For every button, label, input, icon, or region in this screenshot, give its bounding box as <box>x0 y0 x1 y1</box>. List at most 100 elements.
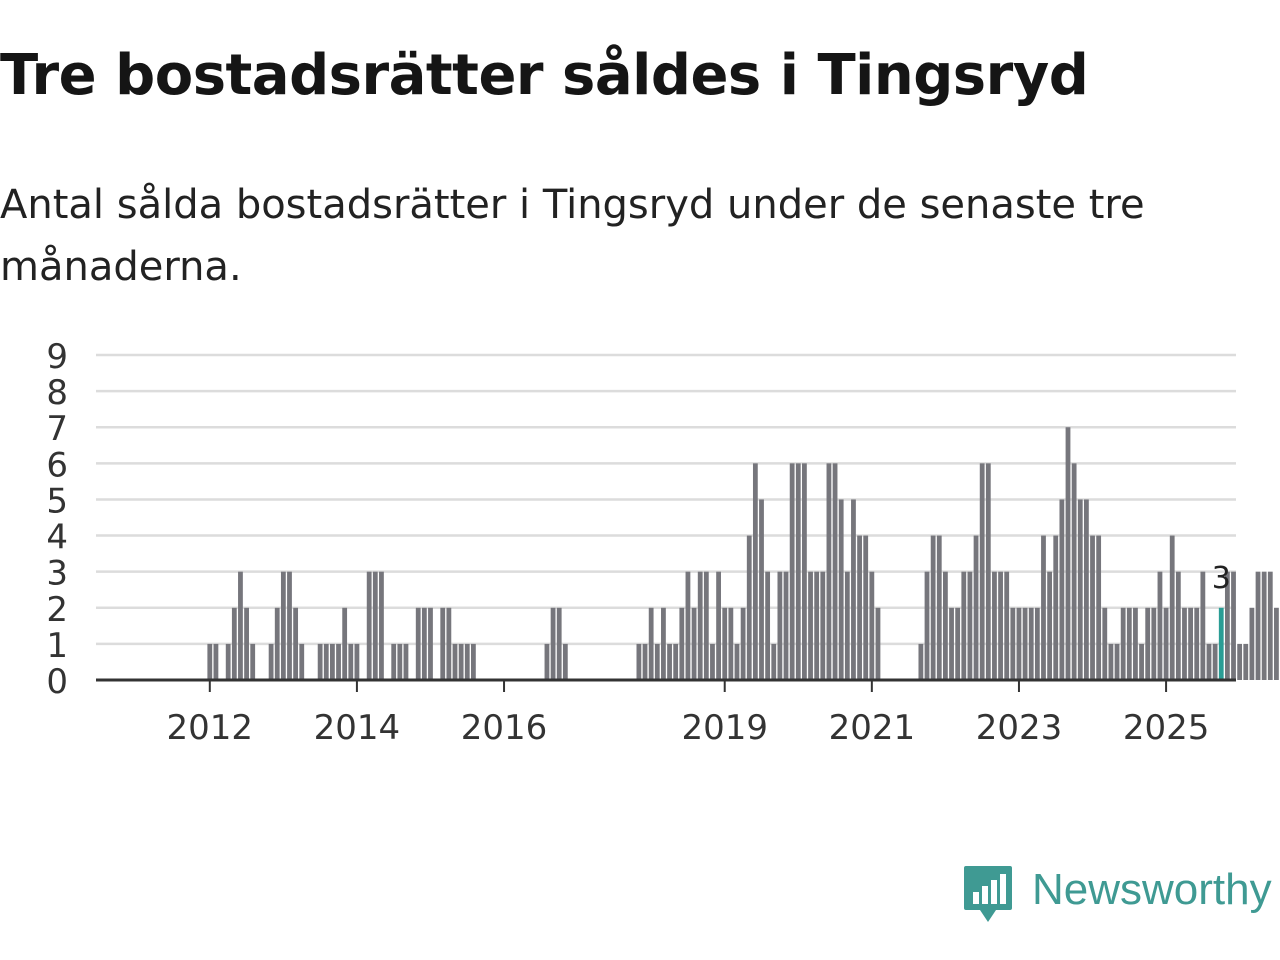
bar <box>225 643 231 680</box>
bars <box>207 427 1279 680</box>
bar <box>1016 607 1022 680</box>
bar <box>1206 643 1212 680</box>
bar <box>1071 463 1077 680</box>
bar <box>452 643 458 680</box>
bar <box>1255 571 1261 680</box>
bar <box>342 607 348 680</box>
bar <box>936 535 942 680</box>
bar <box>759 499 764 680</box>
bar <box>808 571 813 680</box>
bar <box>1090 535 1095 680</box>
bar <box>287 571 292 680</box>
bar <box>1231 571 1236 680</box>
bar <box>470 643 476 680</box>
bar <box>1249 607 1255 680</box>
bar <box>1102 607 1108 680</box>
bar <box>667 643 672 680</box>
bar <box>1188 607 1193 680</box>
bar <box>740 607 746 680</box>
bar <box>544 643 550 680</box>
bar <box>703 571 709 680</box>
bar <box>1163 607 1169 680</box>
bar <box>213 643 219 680</box>
bar <box>1212 643 1218 680</box>
brand-logo: Newsworthy <box>962 862 1280 926</box>
bar <box>642 643 648 680</box>
bar <box>863 535 869 680</box>
bar <box>1182 607 1187 680</box>
y-tick-label: 3 <box>46 554 68 594</box>
bar <box>1224 571 1230 680</box>
y-tick-label: 0 <box>46 662 68 702</box>
bar <box>771 643 777 680</box>
bar <box>1175 571 1181 680</box>
bar <box>464 643 470 680</box>
x-tick-label: 2023 <box>976 708 1063 748</box>
bar <box>679 607 685 680</box>
bar <box>336 643 341 680</box>
bar <box>1041 535 1046 680</box>
bar <box>661 607 666 680</box>
bar <box>875 607 881 680</box>
bar <box>421 607 427 680</box>
bar <box>354 643 360 680</box>
bar <box>783 571 789 680</box>
bar <box>556 607 562 680</box>
bar <box>930 535 936 680</box>
bar <box>924 571 930 680</box>
bar <box>231 607 237 680</box>
bar <box>728 607 734 680</box>
bar <box>844 571 850 680</box>
bar <box>458 643 464 680</box>
x-tick-label: 2012 <box>167 708 254 748</box>
bar <box>918 643 924 680</box>
bar <box>826 463 832 680</box>
bar <box>330 643 335 680</box>
chart-subtitle: Antal sålda bostadsrätter i Tingsryd und… <box>0 182 1145 290</box>
bar <box>562 643 568 680</box>
bar <box>379 571 384 680</box>
bar <box>1077 499 1083 680</box>
bar <box>851 499 856 680</box>
bar <box>1004 571 1010 680</box>
bar <box>1114 643 1120 680</box>
bar <box>1120 607 1126 680</box>
bar <box>1157 571 1163 680</box>
chart-title: Tre bostadsrätter såldes i Tingsryd <box>0 43 1089 108</box>
bar <box>673 643 679 680</box>
bar <box>814 571 820 680</box>
bar <box>716 571 721 680</box>
bar <box>1169 535 1175 680</box>
bar <box>1022 607 1028 680</box>
bar <box>1034 607 1040 680</box>
bar <box>1237 643 1243 680</box>
bar <box>795 463 801 680</box>
bar <box>998 571 1003 680</box>
bar <box>949 607 954 680</box>
bar <box>280 571 286 680</box>
bar <box>777 571 783 680</box>
bar <box>323 643 329 680</box>
bar <box>348 643 354 680</box>
bar <box>1274 607 1279 680</box>
bar <box>1065 427 1071 680</box>
bar <box>734 643 740 680</box>
bar <box>268 643 274 680</box>
bar <box>1194 607 1200 680</box>
bar <box>746 535 752 680</box>
bar <box>789 463 795 680</box>
bar <box>207 643 213 680</box>
bar <box>317 643 323 680</box>
y-tick-label: 2 <box>46 590 68 630</box>
bar <box>979 463 985 680</box>
bar <box>1047 571 1053 680</box>
bar <box>691 607 697 680</box>
y-tick-label: 5 <box>46 481 68 521</box>
bar <box>636 643 642 680</box>
bar <box>857 535 862 680</box>
bar <box>1200 571 1206 680</box>
bar <box>1108 643 1114 680</box>
bar <box>1126 607 1132 680</box>
bar <box>1151 607 1157 680</box>
